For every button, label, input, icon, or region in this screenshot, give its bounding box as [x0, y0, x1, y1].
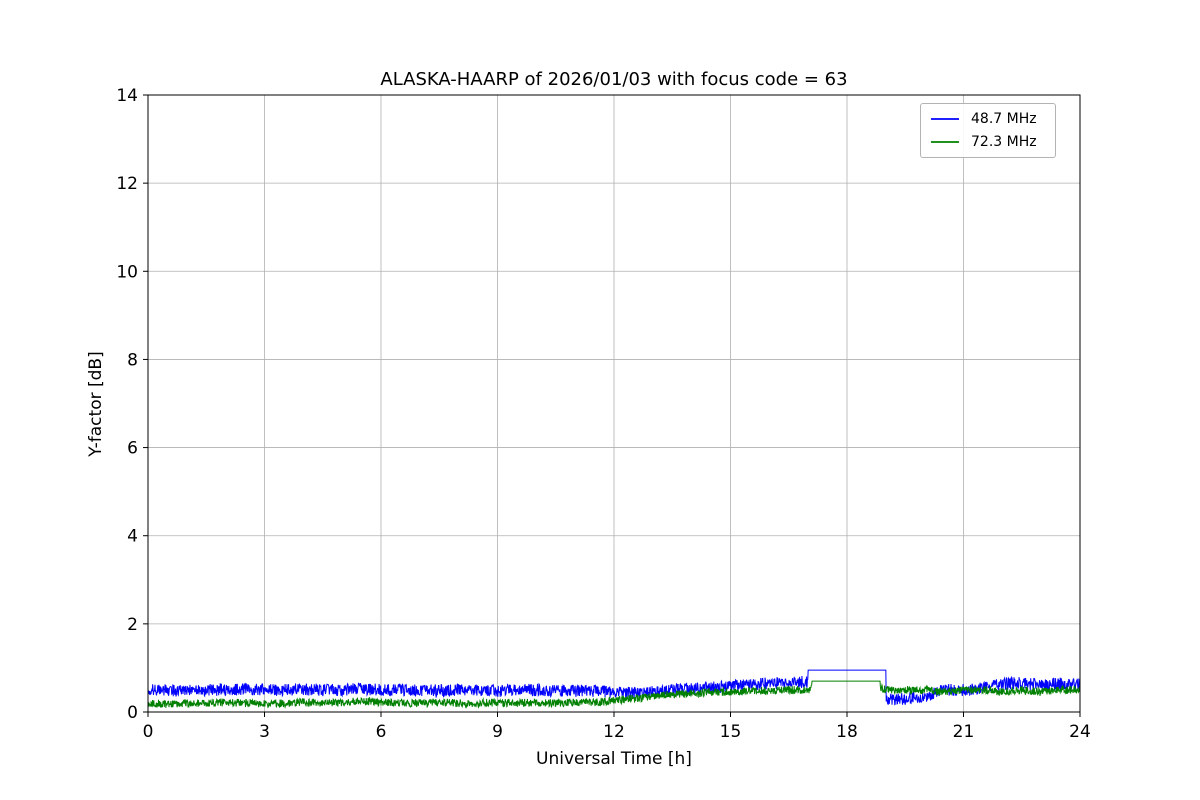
y-tick-label: 6: [127, 439, 138, 459]
legend-line-sample-series2: [931, 141, 959, 143]
x-tick-label: 12: [603, 722, 625, 742]
x-tick-label: 18: [836, 722, 858, 742]
legend-item: 72.3 MHz: [929, 132, 1043, 152]
series-line-1: [147, 669, 1081, 706]
x-tick-label: 24: [1069, 722, 1091, 742]
y-axis-label: Y-factor [dB]: [86, 351, 106, 457]
x-tick-label: 9: [492, 722, 503, 742]
legend: 48.7 MHz 72.3 MHz: [920, 103, 1056, 158]
x-axis-label: Universal Time [h]: [536, 749, 692, 769]
x-tick-label: 6: [376, 722, 387, 742]
legend-item: 48.7 MHz: [929, 109, 1043, 129]
x-tick-label: 21: [953, 722, 975, 742]
y-tick-label: 12: [116, 174, 138, 194]
x-tick-label: 3: [259, 722, 270, 742]
chart-title: ALASKA-HAARP of 2026/01/03 with focus co…: [380, 69, 848, 90]
y-tick-label: 2: [127, 615, 138, 635]
y-tick-label: 10: [116, 262, 138, 282]
legend-label-series1: 48.7 MHz: [971, 111, 1037, 127]
y-tick-label: 0: [127, 703, 138, 723]
y-tick-label: 14: [116, 86, 138, 106]
series-line-2: [147, 680, 1081, 710]
x-tick-label: 15: [720, 722, 742, 742]
legend-label-series2: 72.3 MHz: [971, 134, 1037, 150]
y-tick-label: 4: [127, 527, 138, 547]
y-tick-label: 8: [127, 350, 138, 370]
legend-line-sample-series1: [931, 118, 959, 120]
x-tick-label: 0: [143, 722, 154, 742]
